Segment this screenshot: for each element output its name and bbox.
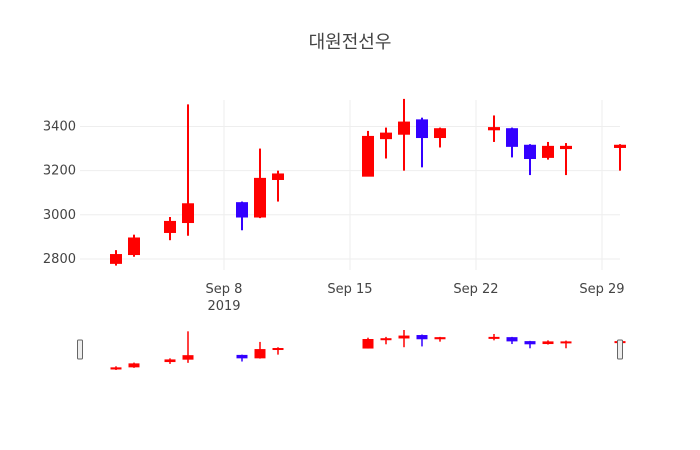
candle-body xyxy=(380,132,392,140)
candle[interactable] xyxy=(416,117,428,168)
candle[interactable] xyxy=(488,115,500,142)
candle-layer[interactable] xyxy=(110,98,626,266)
candle[interactable] xyxy=(398,98,410,171)
candle[interactable] xyxy=(524,144,536,176)
candle-body xyxy=(542,145,554,158)
slider-candle xyxy=(272,347,284,355)
y-tick-label: 3400 xyxy=(43,119,76,134)
slider-candle xyxy=(416,334,428,347)
candle[interactable] xyxy=(254,148,266,219)
slider-candle xyxy=(434,336,446,342)
y-tick-label: 3000 xyxy=(43,208,76,223)
slider-candle-body xyxy=(560,341,572,344)
slider-candle-body xyxy=(362,339,374,349)
slider-candle xyxy=(128,362,140,368)
candle-body xyxy=(164,220,176,233)
slider-candle-body xyxy=(182,355,194,360)
slider-candle-body xyxy=(506,337,518,342)
slider-candle-body xyxy=(164,359,176,363)
candle[interactable] xyxy=(272,170,284,202)
candle-body xyxy=(434,128,446,139)
slider-candle-body xyxy=(380,338,392,341)
slider-candle xyxy=(236,354,248,362)
candle-body xyxy=(506,128,518,147)
slider-candle-body xyxy=(110,367,122,370)
grid-layer xyxy=(80,100,620,270)
slider-candle-body xyxy=(488,336,500,339)
chart-title: 대원전선우 xyxy=(309,32,392,53)
candle[interactable] xyxy=(542,141,554,160)
candle-body xyxy=(416,119,428,139)
axis-layer: 2800 3000 3200 3400 Sep 8 2019 Sep 15 Sep 22 Sep… xyxy=(43,119,625,314)
slider-candle xyxy=(488,333,500,341)
candle-body xyxy=(128,237,140,256)
slider-candle xyxy=(182,331,194,363)
x-tick-label: Sep 22 xyxy=(453,282,498,297)
y-tick-label: 3200 xyxy=(43,164,76,179)
candle[interactable] xyxy=(560,143,572,176)
candle[interactable] xyxy=(614,144,626,171)
candle-body xyxy=(236,202,248,218)
candle-body xyxy=(560,145,572,150)
slider-handle-right[interactable] xyxy=(617,339,623,360)
slider-candle-body xyxy=(254,349,266,359)
slider-candle xyxy=(362,337,374,349)
slider-candle-body xyxy=(236,354,248,359)
candle[interactable] xyxy=(506,127,518,158)
slider-candle-body xyxy=(434,337,446,340)
candle[interactable] xyxy=(164,217,176,241)
candle[interactable] xyxy=(236,201,248,231)
x-tick-label: Sep 15 xyxy=(327,282,372,297)
y-tick-label: 2800 xyxy=(43,252,76,267)
candle-body xyxy=(614,144,626,148)
candle-body xyxy=(110,254,122,264)
slider-candle xyxy=(542,340,554,345)
slider-candle xyxy=(398,330,410,348)
slider-candle-body xyxy=(524,341,536,345)
slider-candle-body xyxy=(416,335,428,340)
slider-handle-left[interactable] xyxy=(77,339,83,360)
candle-body xyxy=(524,144,536,160)
slider-candle-body xyxy=(398,335,410,339)
slider-candle xyxy=(110,366,122,370)
slider-candle xyxy=(524,340,536,349)
candle-body xyxy=(182,203,194,224)
candle-body xyxy=(272,173,284,180)
candle[interactable] xyxy=(182,104,194,236)
candle-body xyxy=(488,127,500,131)
slider-candle-body xyxy=(542,341,554,345)
range-slider[interactable] xyxy=(77,330,626,370)
candle[interactable] xyxy=(128,234,140,257)
candle[interactable] xyxy=(380,127,392,159)
x-tick-label: Sep 8 xyxy=(206,282,243,297)
slider-candle-body xyxy=(272,348,284,351)
slider-candle xyxy=(560,340,572,349)
candle[interactable] xyxy=(434,127,446,148)
slider-candle-body xyxy=(128,363,140,368)
slider-candle xyxy=(380,336,392,345)
slider-candle xyxy=(254,341,266,359)
x-tick-label: Sep 29 xyxy=(579,282,624,297)
x-tick-sublabel: 2019 xyxy=(207,299,240,314)
slider-background xyxy=(80,330,620,370)
slider-candle xyxy=(164,358,176,364)
candle[interactable] xyxy=(362,130,374,177)
slider-candle xyxy=(506,336,518,345)
candle-body xyxy=(254,177,266,218)
candle-body xyxy=(362,135,374,177)
candle[interactable] xyxy=(110,250,122,266)
candle-body xyxy=(398,121,410,135)
